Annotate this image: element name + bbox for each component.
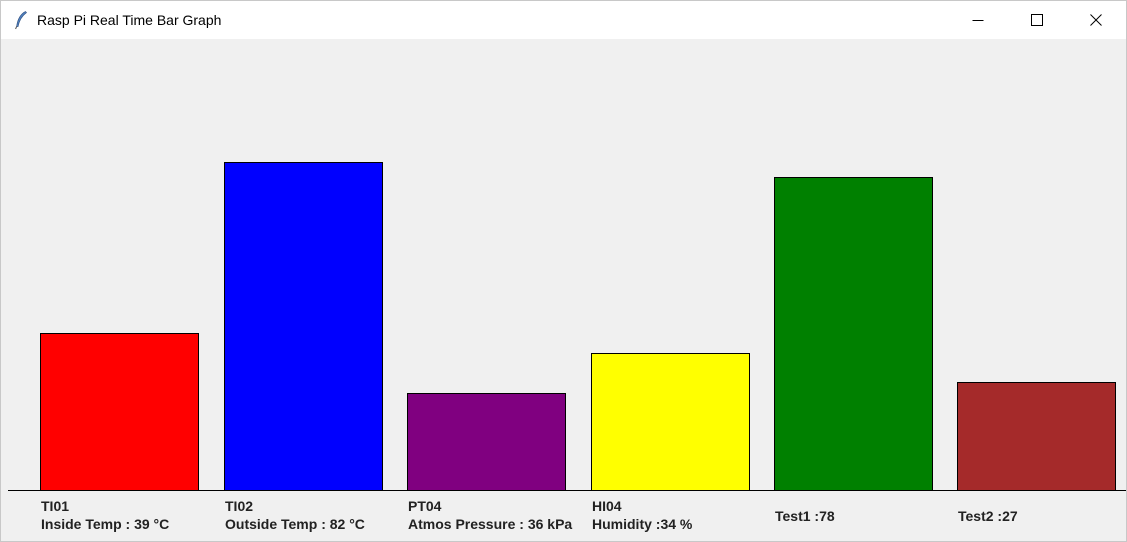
close-button[interactable] bbox=[1073, 1, 1119, 39]
bar-pt04 bbox=[407, 393, 566, 491]
feather-icon bbox=[13, 10, 29, 30]
bar-label-ti01-tag: TI01 bbox=[41, 498, 69, 514]
title-bar[interactable]: Rasp Pi Real Time Bar Graph bbox=[1, 1, 1126, 39]
bar-hi04 bbox=[591, 353, 750, 491]
bar-label-test2: Test2 :27 bbox=[958, 508, 1018, 524]
bar-chart: TI01 Inside Temp : 39 °C TI02 Outside Temp … bbox=[8, 162, 1126, 532]
bar-label-ti01-value: Inside Temp : 39 °C bbox=[41, 516, 169, 532]
bar-test1 bbox=[774, 177, 933, 491]
window-title: Rasp Pi Real Time Bar Graph bbox=[37, 12, 222, 28]
bar-test2 bbox=[957, 382, 1116, 491]
bar-label-ti02-tag: TI02 bbox=[225, 498, 253, 514]
bar-label-ti02-value: Outside Temp : 82 °C bbox=[225, 516, 365, 532]
bar-ti02 bbox=[224, 162, 383, 491]
bar-ti01 bbox=[40, 333, 199, 491]
bar-graph-canvas: TI01 Inside Temp : 39 °C TI02 Outside Temp … bbox=[2, 39, 1127, 542]
maximize-button[interactable] bbox=[1014, 1, 1060, 39]
bar-label-pt04-value: Atmos Pressure : 36 kPa bbox=[408, 516, 572, 532]
bar-label-hi04-value: Humidity :34 % bbox=[592, 516, 693, 532]
bar-label-test1: Test1 :78 bbox=[775, 508, 835, 524]
bar-label-pt04-tag: PT04 bbox=[408, 498, 442, 514]
maximize-icon bbox=[1031, 14, 1043, 26]
bar-label-hi04-tag: HI04 bbox=[592, 498, 622, 514]
minimize-icon bbox=[972, 20, 984, 21]
minimize-button[interactable] bbox=[955, 1, 1001, 39]
close-icon bbox=[1090, 14, 1102, 26]
